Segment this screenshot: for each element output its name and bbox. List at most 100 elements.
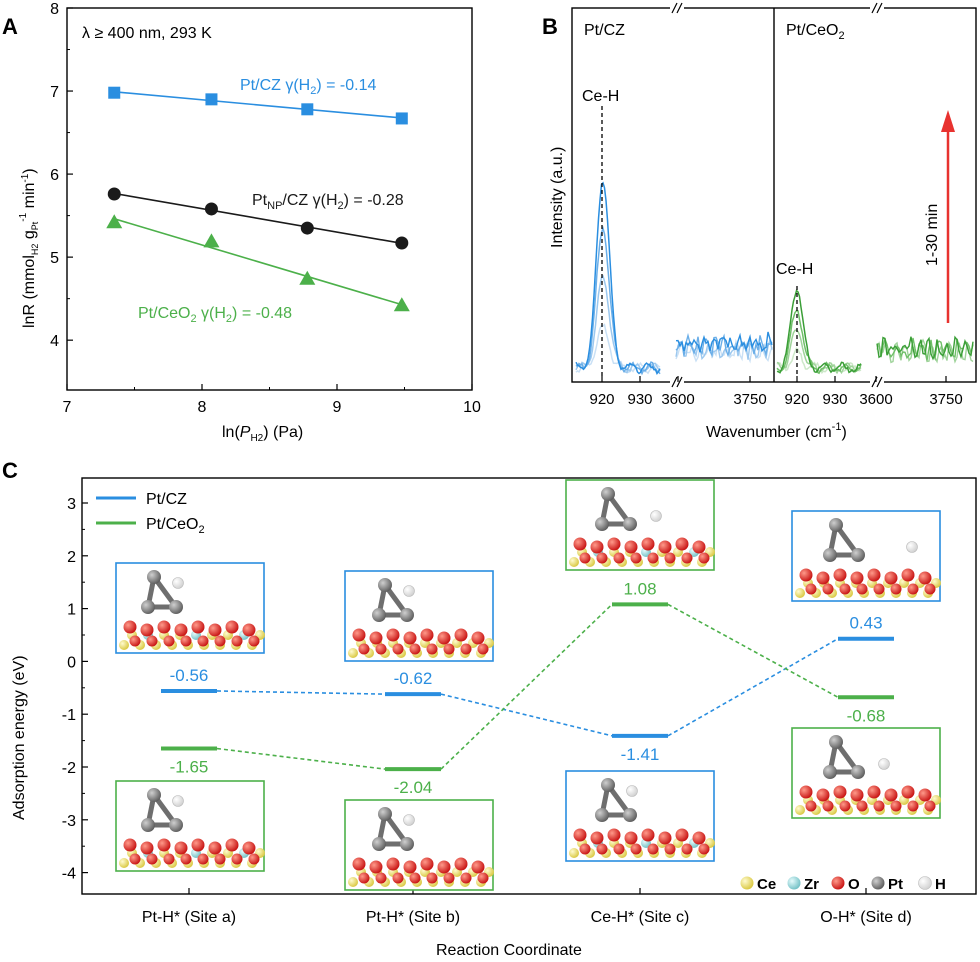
o-atom bbox=[856, 800, 868, 812]
o-atom bbox=[630, 552, 642, 564]
o-atom bbox=[146, 853, 158, 865]
data-point-circle bbox=[395, 236, 409, 250]
o-atom bbox=[214, 853, 226, 865]
data-point-square bbox=[395, 112, 408, 125]
energy-value-label: -0.56 bbox=[170, 666, 209, 685]
o-atom bbox=[409, 872, 421, 884]
energy-value-label: -0.62 bbox=[394, 669, 433, 688]
y-tick-label: 6 bbox=[50, 167, 59, 184]
o-atom bbox=[208, 841, 222, 855]
panel-b-y-axis-label: Intensity (a.u.) bbox=[549, 147, 566, 248]
ce-atom bbox=[569, 557, 579, 567]
pt-np-cz-series-label: PtNP/CZ γ(H2) = -0.28 bbox=[252, 192, 404, 212]
data-point-triangle bbox=[393, 297, 410, 312]
o-atom bbox=[698, 552, 710, 564]
pt-ceo2-series-label: Pt/CeO2 γ(H2) = -0.48 bbox=[138, 305, 292, 325]
x-tick-label: 9 bbox=[333, 399, 342, 416]
pt-atom bbox=[400, 837, 414, 851]
o-atom bbox=[426, 872, 438, 884]
o-atom bbox=[833, 568, 847, 582]
o-atom bbox=[392, 643, 404, 655]
o-atom bbox=[890, 800, 902, 812]
connector-line bbox=[667, 638, 839, 737]
spectrum-trace-pt-ceo2-high bbox=[876, 338, 974, 364]
ce-atom bbox=[119, 858, 129, 868]
o-atom bbox=[140, 841, 154, 855]
pt-cz-series-label: Pt/CZ γ(H2) = -0.14 bbox=[240, 77, 376, 97]
o-atom bbox=[675, 828, 689, 842]
o-atom bbox=[426, 643, 438, 655]
panel-b: Pt/CZ Pt/CeO2 Ce-H Ce-H 1-30 min Intensi… bbox=[549, 2, 977, 441]
pt-atom bbox=[823, 548, 837, 562]
o-atom bbox=[369, 631, 383, 645]
o-atom bbox=[477, 643, 489, 655]
pt-atom bbox=[372, 608, 386, 622]
y-tick-label: 3 bbox=[67, 496, 76, 513]
o-atom bbox=[681, 552, 693, 564]
o-atom bbox=[157, 838, 171, 852]
x-tick-label: 3600 bbox=[661, 391, 694, 408]
pt-atom bbox=[595, 517, 609, 531]
x-tick-label: 10 bbox=[463, 399, 481, 416]
panel-c: 3 2 1 0 -1 -2 -3 -4 Pt-H* (Site a) Pt-H* (Site b)… bbox=[11, 477, 977, 959]
o-atom bbox=[437, 860, 451, 874]
connector-line bbox=[216, 690, 386, 695]
o-atom bbox=[833, 785, 847, 799]
x-tick-label: 7 bbox=[63, 399, 72, 416]
o-atom bbox=[123, 620, 137, 634]
o-atom bbox=[454, 628, 468, 642]
atom-legend-label: H bbox=[935, 876, 946, 893]
o-atom bbox=[839, 583, 851, 595]
o-atom bbox=[157, 620, 171, 634]
o-atom bbox=[681, 843, 693, 855]
o-atom bbox=[799, 785, 813, 799]
ce-h-label-pt-ceo2: Ce-H bbox=[776, 261, 813, 278]
h-atom bbox=[403, 585, 415, 597]
o-atom bbox=[180, 635, 192, 647]
o-atom bbox=[816, 788, 830, 802]
y-tick-label: -4 bbox=[62, 866, 76, 883]
pt-atom bbox=[372, 837, 386, 851]
o-atom bbox=[647, 552, 659, 564]
o-atom bbox=[174, 841, 188, 855]
o-atom bbox=[242, 841, 256, 855]
pt-cz-subpanel-title: Pt/CZ bbox=[584, 22, 625, 39]
y-tick-label: -1 bbox=[62, 707, 76, 724]
spectrum-trace-pt-cz-high bbox=[675, 331, 773, 353]
fit-line bbox=[114, 217, 403, 306]
pt-atom bbox=[400, 608, 414, 622]
o-atom bbox=[146, 635, 158, 647]
o-atom bbox=[630, 843, 642, 855]
o-atom bbox=[867, 785, 881, 799]
panel-c-frame bbox=[81, 477, 977, 895]
o-atom bbox=[664, 552, 676, 564]
data-point-triangle bbox=[203, 233, 220, 248]
h-atom bbox=[403, 814, 415, 826]
o-atom bbox=[386, 628, 400, 642]
atom-legend-marker bbox=[871, 876, 885, 890]
y-tick-label: -2 bbox=[62, 760, 76, 777]
spectrum-trace-pt-cz bbox=[575, 181, 661, 376]
o-atom bbox=[698, 843, 710, 855]
x-category-label: O-H* (Site d) bbox=[820, 909, 912, 926]
o-atom bbox=[890, 583, 902, 595]
pt-atom bbox=[595, 808, 609, 822]
data-point-circle bbox=[300, 221, 314, 235]
o-atom bbox=[248, 853, 260, 865]
data-point-circle bbox=[204, 202, 218, 216]
structure-model-image bbox=[565, 479, 715, 571]
o-atom bbox=[816, 571, 830, 585]
atom-legend-label: Ce bbox=[757, 876, 776, 893]
pt-ceo2-subpanel-title: Pt/CeO2 bbox=[786, 22, 845, 42]
o-atom bbox=[805, 800, 817, 812]
o-atom bbox=[129, 853, 141, 865]
o-atom bbox=[856, 583, 868, 595]
o-atom bbox=[839, 800, 851, 812]
data-point-square bbox=[205, 93, 218, 106]
pt-atom bbox=[378, 807, 392, 821]
spectrum-trace-pt-ceo2 bbox=[776, 289, 862, 374]
o-atom bbox=[191, 620, 205, 634]
o-atom bbox=[901, 785, 915, 799]
o-atom bbox=[477, 872, 489, 884]
